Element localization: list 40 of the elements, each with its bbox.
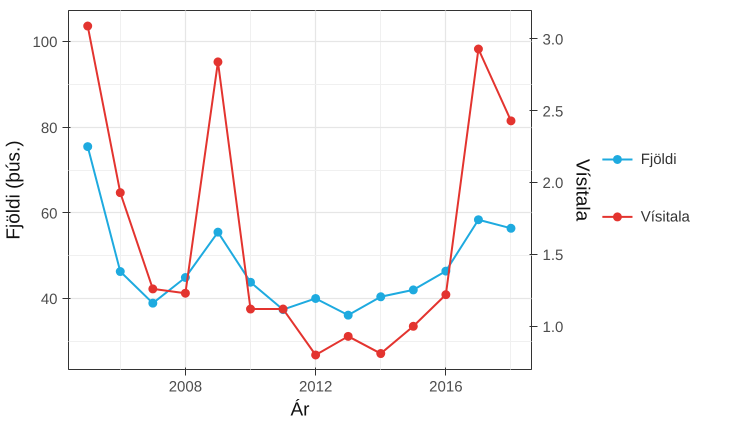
- point: [213, 57, 222, 66]
- x-axis-title: Ár: [290, 398, 310, 420]
- y-tick-label: 80: [40, 120, 58, 137]
- point: [408, 322, 418, 331]
- y-axis-title: Fjöldi (þús.): [3, 140, 24, 240]
- y2-tick-label: 1.0: [542, 318, 564, 336]
- x-tick-label: 2008: [168, 378, 202, 396]
- point: [344, 310, 353, 320]
- legend-label: Fjöldi: [640, 150, 677, 168]
- y2-tick-label: 3.0: [542, 31, 564, 48]
- y2-tick-label: 1.5: [542, 246, 564, 264]
- point: [116, 188, 125, 198]
- y-tick-label: 40: [40, 290, 58, 308]
- y-tick-label: 60: [40, 205, 58, 222]
- point: [474, 44, 483, 54]
- point: [441, 290, 450, 300]
- point: [376, 349, 386, 358]
- point: [311, 294, 320, 303]
- point: [180, 288, 190, 298]
- point: [246, 304, 256, 314]
- y-tick-label: 100: [32, 34, 58, 52]
- x-tick-label: 2016: [429, 378, 463, 396]
- point: [83, 22, 92, 31]
- point: [311, 350, 320, 360]
- y2-tick-label: 2.0: [542, 175, 564, 192]
- point: [506, 116, 516, 126]
- y2-axis-title: Vísitala: [571, 158, 592, 222]
- x-tick-label: 2012: [298, 378, 332, 396]
- point: [83, 142, 92, 152]
- point: [408, 285, 418, 294]
- point: [376, 292, 386, 302]
- point: [213, 228, 222, 237]
- y2-tick-label: 2.5: [542, 103, 564, 120]
- point: [474, 215, 483, 224]
- point: [116, 267, 125, 276]
- point: [148, 298, 158, 308]
- legend-label: Vísitala: [640, 208, 691, 226]
- point: [148, 284, 158, 294]
- point: [506, 224, 516, 233]
- point: [344, 332, 353, 341]
